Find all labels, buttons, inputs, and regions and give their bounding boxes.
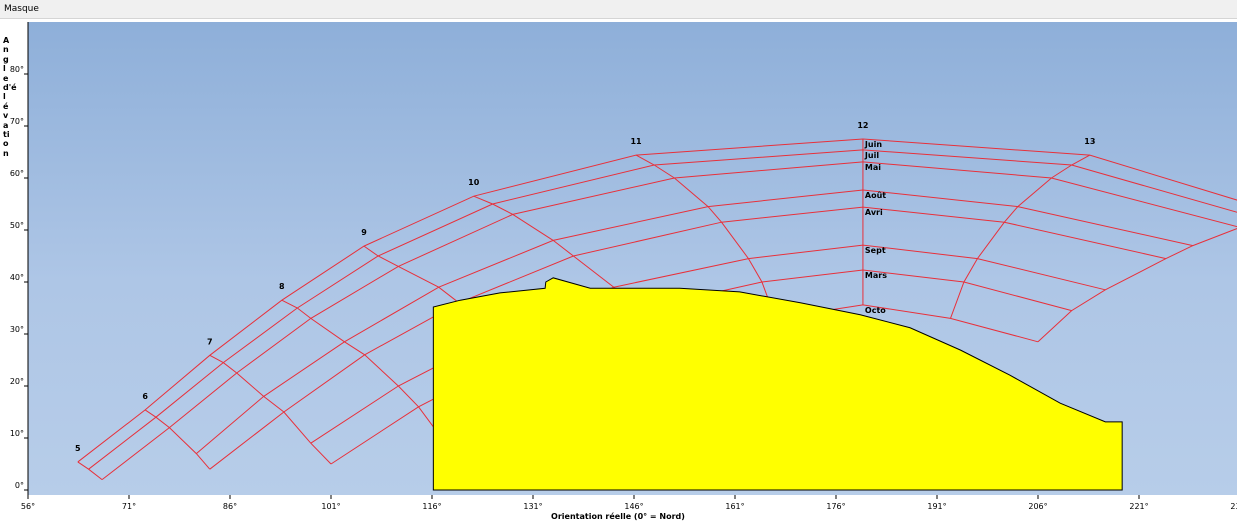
month-label: Mai <box>865 163 881 172</box>
x-tick-label: 236° <box>1230 502 1237 511</box>
month-curve <box>88 149 1237 470</box>
month-label: Juil <box>864 151 879 160</box>
y-tick-label: 30° <box>10 325 24 334</box>
hour-line <box>1037 228 1237 343</box>
hour-line <box>77 461 103 480</box>
month-label: Juin <box>864 140 882 149</box>
hour-line <box>144 409 211 470</box>
x-tick-label: 206° <box>1028 502 1047 511</box>
x-tick-label: 176° <box>826 502 845 511</box>
x-tick-label: 86° <box>223 502 237 511</box>
y-tick-label: 10° <box>10 429 24 438</box>
x-axis-title: Orientation réelle (0° = Nord) <box>551 511 685 521</box>
hour-label: 7 <box>207 337 213 346</box>
hour-label: 5 <box>75 444 81 453</box>
hour-label: 10 <box>468 178 480 187</box>
month-label: Octo <box>865 306 886 315</box>
hour-line <box>635 154 776 319</box>
x-tick-label: 191° <box>927 502 946 511</box>
y-tick-label: 20° <box>10 377 24 386</box>
x-tick-label: 71° <box>122 502 136 511</box>
x-tick-label: 101° <box>321 502 340 511</box>
x-tick-label: 116° <box>422 502 441 511</box>
y-tick-label: 0° <box>15 481 24 490</box>
hour-line <box>949 154 1091 319</box>
x-tick-label: 161° <box>725 502 744 511</box>
hour-label: 6 <box>142 392 148 401</box>
y-tick-label: 40° <box>10 273 24 282</box>
y-tick-label: 70° <box>10 117 24 126</box>
month-label: Sept <box>865 246 886 255</box>
x-tick-label: 56° <box>21 502 35 511</box>
hour-label: 8 <box>279 282 285 291</box>
mask <box>432 277 1123 491</box>
title-bar: Masque <box>0 0 1237 19</box>
x-tick-label: 221° <box>1129 502 1148 511</box>
month-curve <box>77 138 1237 463</box>
hour-line <box>281 299 446 444</box>
hour-label: 11 <box>630 137 642 146</box>
y-tick-label: 80° <box>10 65 24 74</box>
x-tick-label: 146° <box>624 502 643 511</box>
month-curve <box>101 161 1237 480</box>
month-label: Août <box>865 191 886 200</box>
y-axis-title: Angle d'élévation <box>3 36 17 158</box>
month-label: Avri <box>865 208 883 217</box>
month-curve <box>310 244 1106 444</box>
x-tick-label: 131° <box>523 502 542 511</box>
hour-label: 13 <box>1084 137 1095 146</box>
month-label: Mars <box>865 271 887 280</box>
hour-label: 12 <box>857 121 868 130</box>
hour-label: 9 <box>361 228 367 237</box>
hour-line <box>209 354 332 465</box>
y-tick-label: 60° <box>10 169 24 178</box>
window-title: Masque <box>4 4 39 14</box>
y-tick-label: 50° <box>10 221 24 230</box>
